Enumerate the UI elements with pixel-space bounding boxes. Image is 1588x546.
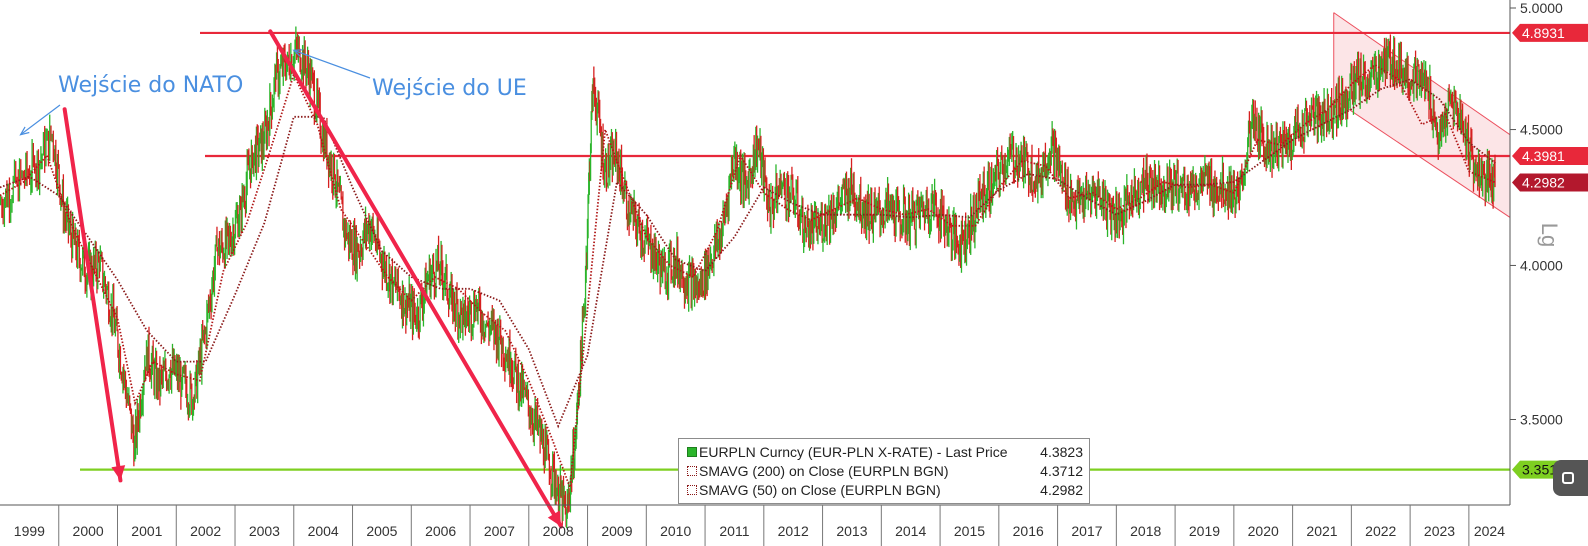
trend-arrow-line: [268, 29, 564, 529]
scroll-tab-button[interactable]: [1553, 460, 1588, 496]
x-tick-label: 2014: [895, 523, 926, 539]
x-tick-label: 1999: [14, 523, 45, 539]
legend-value: 4.3712: [1040, 463, 1083, 479]
resistance-mid-tag-bg: [1512, 146, 1588, 165]
channel-fill: [1333, 12, 1510, 218]
annotations-layer: Wejście do NATO Wejście do UE: [19, 49, 527, 136]
trend-arrow-head: [547, 510, 562, 527]
x-tick-label: 2013: [836, 523, 867, 539]
trend-arrow-line: [62, 107, 123, 483]
current-sma-tag-label: 4.2982: [1522, 174, 1565, 190]
x-tick-label: 2007: [484, 523, 515, 539]
sma200-line: [0, 78, 1496, 429]
x-tick-label: 2010: [660, 523, 691, 539]
x-tick-label: 2012: [778, 523, 809, 539]
annotation-pointer: [293, 49, 371, 79]
x-tick-label: 2021: [1306, 523, 1337, 539]
legend-row-sma50: SMAVG (50) on Close (EURPLN BGN) 4.2982: [683, 481, 1083, 499]
x-tick-label: 2008: [543, 523, 574, 539]
horizontal-lines-layer: [80, 31, 1510, 471]
channel-layer: [1333, 12, 1511, 218]
x-tick-label: 2022: [1365, 523, 1396, 539]
legend-label: EURPLN Curncy (EUR-PLN X-RATE) - Last Pr…: [699, 444, 1008, 460]
legend-value: 4.3823: [1040, 444, 1083, 460]
trend-arrows-layer: [62, 29, 564, 529]
channel-lower-line: [1333, 98, 1511, 218]
legend-value: 4.2982: [1040, 482, 1083, 498]
annotation-text: Wejście do UE: [372, 76, 527, 101]
x-tick-label: 2009: [601, 523, 632, 539]
legend-row-price: EURPLN Curncy (EUR-PLN X-RATE) - Last Pr…: [683, 443, 1083, 461]
x-tick-label: 2005: [366, 523, 397, 539]
legend-label: SMAVG (200) on Close (EURPLN BGN): [699, 463, 949, 479]
annotation-arrowhead: [292, 49, 303, 57]
resistance-high-tag-label: 4.8931: [1522, 25, 1565, 41]
x-tick-label: 2019: [1189, 523, 1220, 539]
x-tick-label: 2020: [1248, 523, 1279, 539]
price-swatch: [687, 447, 697, 457]
sma50-line: [0, 63, 1496, 488]
x-tick-label: 2024: [1474, 523, 1505, 539]
x-tick-label: 2018: [1130, 523, 1161, 539]
legend-row-sma200: SMAVG (200) on Close (EURPLN BGN) 4.3712: [683, 462, 1083, 480]
y-tick-label: 4.5000: [1520, 122, 1563, 138]
x-tick-label: 2023: [1424, 523, 1455, 539]
x-tick-label: 2006: [425, 523, 456, 539]
resistance-high-tag-bg: [1512, 23, 1588, 42]
x-tick-label: 2011: [719, 523, 749, 539]
sma200-swatch: [687, 466, 697, 476]
axes-layer: [0, 0, 1516, 546]
x-tick-label: 2017: [1071, 523, 1102, 539]
annotation-arrowhead: [19, 126, 30, 136]
x-tick-label: 2016: [1013, 523, 1044, 539]
y-tick-label: 3.5000: [1520, 412, 1563, 428]
current-sma-tag-bg: [1512, 173, 1588, 192]
x-tick-label: 2004: [308, 523, 339, 539]
x-tick-label: 2003: [249, 523, 280, 539]
legend-label: SMAVG (50) on Close (EURPLN BGN): [699, 482, 941, 498]
chart-legend: EURPLN Curncy (EUR-PLN X-RATE) - Last Pr…: [678, 438, 1090, 504]
annotation-text: Wejście do NATO: [58, 73, 243, 98]
y-tick-label: 5.0000: [1520, 0, 1563, 16]
x-tick-label: 2015: [954, 523, 985, 539]
price-series-layer: [0, 26, 1496, 529]
trend-arrow-head: [111, 465, 126, 481]
scroll-knob-icon: [1562, 472, 1574, 484]
resistance-mid-tag-label: 4.3981: [1522, 148, 1565, 164]
x-tick-label: 2001: [131, 523, 162, 539]
y-axis-scale-label: Lg: [1537, 223, 1562, 247]
x-tick-label: 2002: [190, 523, 221, 539]
y-tick-label: 4.0000: [1520, 257, 1563, 273]
axis-labels-layer: 5.0000 4.5000 4.0000 3.5000 Lg 1999 2000 2001 20…: [14, 0, 1588, 539]
x-tick-label: 2000: [73, 523, 104, 539]
sma50-swatch: [687, 485, 697, 495]
sma-series-layer: [0, 63, 1496, 488]
annotation-pointer: [20, 104, 61, 136]
